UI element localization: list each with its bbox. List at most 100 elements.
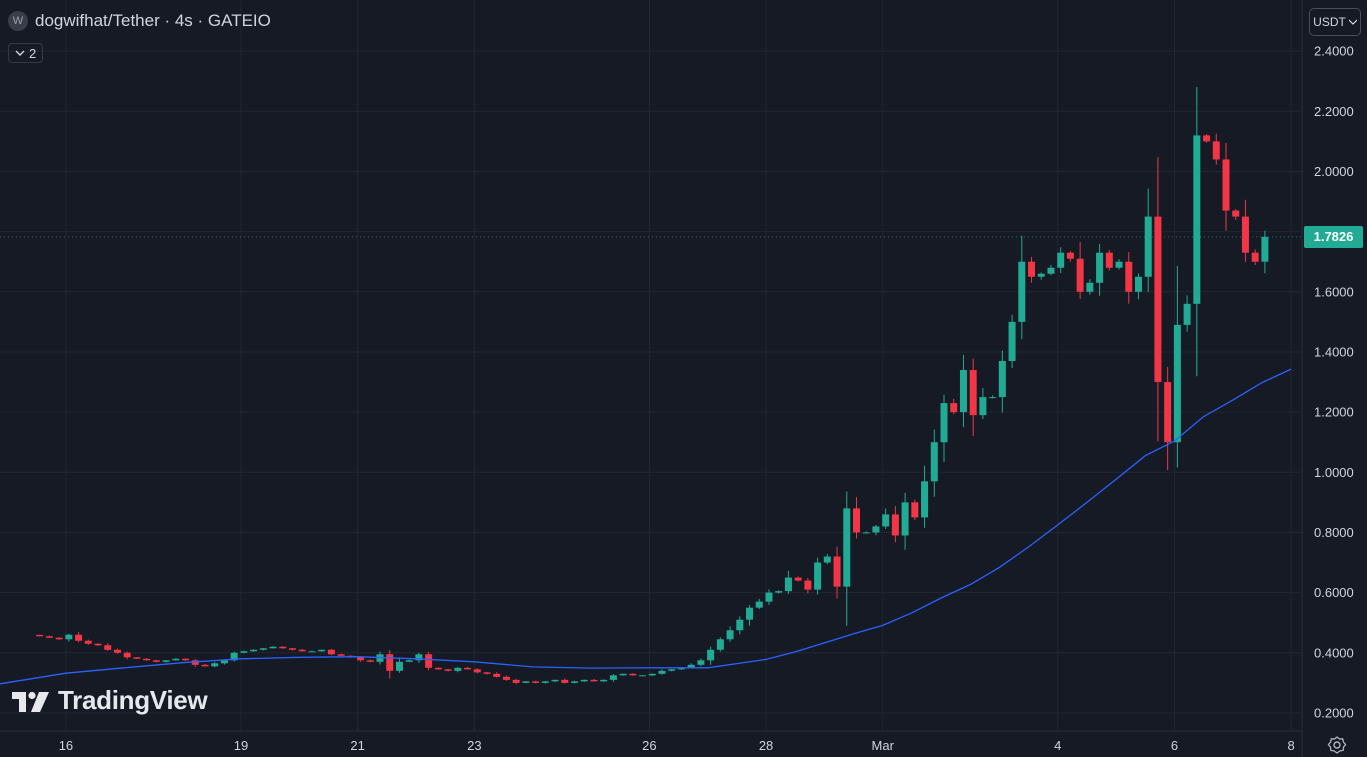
currency-button[interactable]: USDT	[1309, 8, 1361, 36]
candle-body	[201, 664, 209, 667]
candle-body	[921, 481, 929, 518]
chart-header: W dogwifhat/Tether · 4s · GATEIO	[8, 11, 271, 31]
candle-body	[483, 672, 491, 674]
candle-body	[541, 681, 549, 683]
candle-body	[775, 591, 783, 593]
candle-body	[658, 670, 666, 674]
candle-body	[746, 607, 754, 620]
candle-body	[357, 657, 365, 661]
candle-body	[639, 675, 647, 677]
price-axis[interactable]: 0.2000 0.4000 0.6000 0.8000 1.0000 1.2000 1.40…	[1314, 44, 1354, 721]
candle-body	[230, 652, 238, 661]
candle-body	[561, 679, 569, 683]
candle-body	[386, 654, 394, 671]
candle-body	[940, 403, 948, 443]
indicators-collapse-button[interactable]: 2	[8, 43, 44, 63]
candle-body	[493, 673, 501, 677]
time-tick-label: 23	[467, 738, 481, 753]
candle-body	[1212, 141, 1220, 160]
time-tick-label: 21	[350, 738, 364, 753]
candle-body	[950, 403, 958, 413]
price-tick-label: 0.4000	[1314, 645, 1354, 660]
candle-body	[182, 658, 190, 661]
settings-icon[interactable]	[1326, 734, 1348, 756]
candle-body	[133, 657, 141, 659]
candle-body	[444, 669, 452, 671]
candle-body	[269, 646, 277, 649]
candle-body	[687, 664, 695, 668]
indicator-count: 2	[29, 45, 37, 61]
candle-body	[366, 660, 374, 662]
candle-body	[551, 679, 559, 682]
chart-title[interactable]: dogwifhat/Tether · 4s · GATEIO	[35, 11, 271, 30]
candle-body	[784, 577, 792, 592]
time-tick-label: 16	[59, 738, 73, 753]
candle-body	[609, 675, 617, 680]
candle-body	[1232, 210, 1240, 217]
candle-body	[405, 660, 413, 662]
tradingview-logo[interactable]: TradingView	[12, 685, 208, 716]
candle-body	[814, 562, 822, 590]
candle-body	[998, 360, 1006, 398]
candle-body	[590, 679, 598, 682]
candle-body	[969, 370, 977, 416]
candle-body	[1125, 261, 1133, 292]
candle-body	[862, 532, 870, 534]
candle-body	[852, 508, 860, 533]
candle-body	[726, 630, 734, 640]
time-axis[interactable]: 16 19 21 23 26 28 Mar 4 6 8	[59, 738, 1295, 753]
candle-body	[425, 654, 433, 668]
candle-body	[1154, 216, 1162, 383]
candle-body	[143, 658, 151, 661]
candle-body	[959, 370, 967, 413]
price-tick-label: 1.2000	[1314, 405, 1354, 420]
candle-body	[104, 645, 112, 650]
candle-body	[211, 663, 219, 667]
candle-body	[1241, 216, 1249, 253]
candle-body	[532, 681, 540, 683]
candle-body	[337, 654, 345, 656]
symbol-logo-icon[interactable]: W	[8, 11, 28, 31]
candle-body	[113, 649, 121, 653]
candle-body	[570, 681, 578, 683]
candle-body	[434, 667, 442, 670]
candle-body	[911, 502, 919, 518]
candle-body	[308, 651, 316, 653]
moving-average-line	[0, 368, 1292, 685]
candle-body	[716, 639, 724, 650]
candle-body	[220, 660, 228, 664]
candle-body	[65, 634, 73, 640]
time-tick-label: 19	[234, 738, 248, 753]
candle-body	[240, 651, 248, 653]
candle-body	[1008, 321, 1016, 361]
time-tick-label: 28	[759, 738, 773, 753]
price-tick-label: 1.6000	[1314, 284, 1354, 299]
candle-body	[45, 636, 53, 638]
time-tick-label: Mar	[872, 738, 895, 753]
candle-body	[872, 526, 880, 533]
candle-body	[172, 658, 180, 661]
candle-body	[84, 640, 92, 644]
candle-body	[600, 679, 608, 682]
candle-body	[162, 660, 170, 662]
candle-body	[1203, 135, 1211, 142]
candle-body	[191, 660, 199, 665]
candle-body	[1183, 303, 1191, 325]
candle-body	[1066, 252, 1074, 259]
candle-body	[1086, 282, 1094, 292]
candle-body	[152, 660, 160, 662]
candle-body	[1037, 273, 1045, 277]
price-tick-label: 0.8000	[1314, 525, 1354, 540]
candle-body	[1096, 252, 1104, 283]
candle-body	[473, 669, 481, 673]
candle-body	[259, 648, 267, 650]
candle-body	[288, 648, 296, 650]
candle-body	[1105, 252, 1113, 268]
candle-body	[1173, 324, 1181, 443]
candle-body	[1261, 236, 1269, 262]
candle-body	[901, 502, 909, 536]
candle-body	[1047, 267, 1055, 274]
time-tick-label: 4	[1054, 738, 1061, 753]
candle-body	[502, 676, 510, 680]
